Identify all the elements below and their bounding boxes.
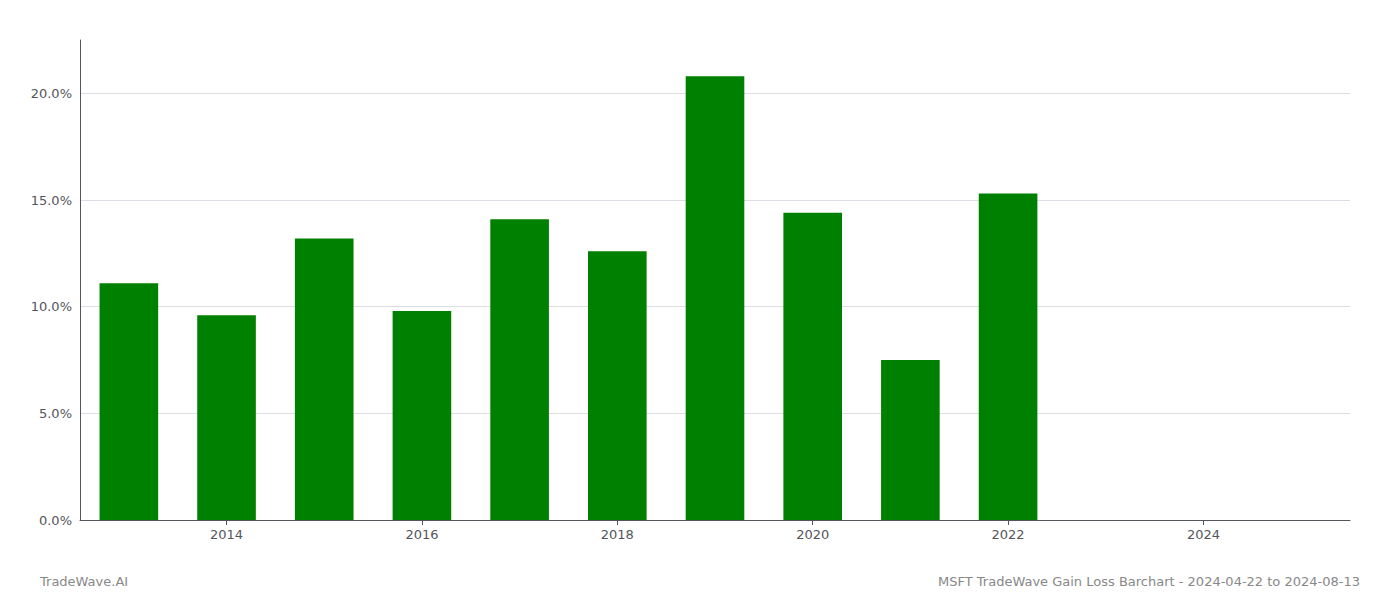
svg-text:2018: 2018: [601, 527, 634, 542]
svg-text:MSFT TradeWave Gain Loss Barch: MSFT TradeWave Gain Loss Barchart - 2024…: [938, 574, 1360, 589]
svg-text:2024: 2024: [1187, 527, 1220, 542]
svg-text:2022: 2022: [992, 527, 1025, 542]
svg-text:10.0%: 10.0%: [31, 299, 72, 314]
svg-text:2020: 2020: [796, 527, 829, 542]
svg-text:TradeWave.AI: TradeWave.AI: [39, 574, 128, 589]
svg-text:2014: 2014: [210, 527, 243, 542]
svg-text:15.0%: 15.0%: [31, 193, 72, 208]
svg-text:2016: 2016: [405, 527, 438, 542]
svg-text:20.0%: 20.0%: [31, 86, 72, 101]
svg-text:5.0%: 5.0%: [39, 406, 72, 421]
svg-text:0.0%: 0.0%: [39, 513, 72, 528]
